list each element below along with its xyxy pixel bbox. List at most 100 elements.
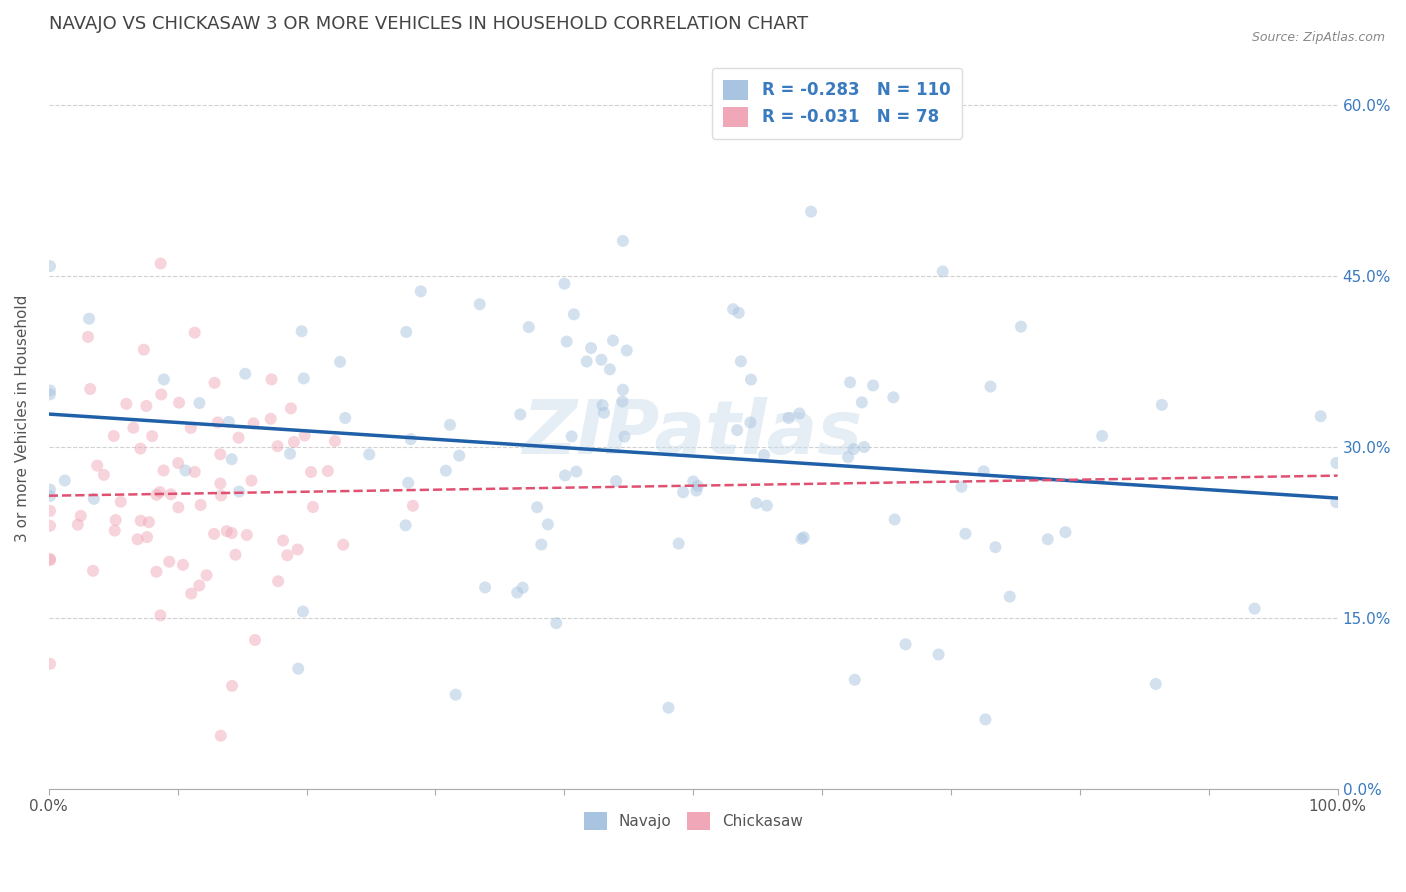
- Point: [605, 474, 627, 488]
- Point: [668, 536, 690, 550]
- Point: [396, 475, 419, 490]
- Point: [800, 204, 823, 219]
- Point: [537, 517, 560, 532]
- Point: [77, 330, 100, 344]
- Point: [160, 487, 183, 501]
- Point: [280, 401, 302, 416]
- Point: [180, 586, 202, 600]
- Point: [592, 398, 614, 412]
- Point: [122, 421, 145, 435]
- Point: [167, 500, 190, 515]
- Point: [546, 616, 568, 631]
- Point: [132, 343, 155, 357]
- Point: [242, 417, 264, 431]
- Point: [613, 429, 636, 443]
- Point: [591, 352, 613, 367]
- Point: [291, 324, 314, 338]
- Point: [1243, 601, 1265, 615]
- Point: [839, 376, 862, 390]
- Point: [145, 565, 167, 579]
- Point: [77, 311, 100, 326]
- Point: [167, 395, 190, 409]
- Point: [316, 464, 339, 478]
- Point: [1150, 398, 1173, 412]
- Point: [474, 581, 496, 595]
- Point: [740, 416, 762, 430]
- Point: [209, 476, 232, 491]
- Point: [602, 334, 624, 348]
- Point: [79, 382, 101, 396]
- Point: [359, 447, 381, 461]
- Point: [998, 590, 1021, 604]
- Point: [562, 307, 585, 321]
- Point: [157, 555, 180, 569]
- Point: [183, 326, 205, 340]
- Point: [672, 485, 695, 500]
- Point: [221, 679, 243, 693]
- Point: [150, 387, 173, 401]
- Point: [149, 485, 172, 500]
- Point: [1144, 677, 1167, 691]
- Point: [984, 540, 1007, 554]
- Point: [575, 354, 598, 368]
- Point: [682, 475, 704, 489]
- Point: [790, 532, 813, 546]
- Point: [323, 434, 346, 448]
- Point: [228, 431, 250, 445]
- Point: [39, 504, 62, 518]
- Point: [188, 396, 211, 410]
- Point: [39, 552, 62, 566]
- Point: [752, 448, 775, 462]
- Point: [233, 367, 256, 381]
- Text: NAVAJO VS CHICKASAW 3 OR MORE VEHICLES IN HOUSEHOLD CORRELATION CHART: NAVAJO VS CHICKASAW 3 OR MORE VEHICLES I…: [49, 15, 808, 33]
- Point: [209, 488, 232, 502]
- Point: [883, 512, 905, 526]
- Point: [228, 484, 250, 499]
- Point: [287, 662, 309, 676]
- Point: [260, 372, 283, 386]
- Point: [53, 474, 76, 488]
- Point: [778, 411, 800, 425]
- Point: [209, 729, 232, 743]
- Point: [616, 343, 638, 358]
- Point: [950, 480, 973, 494]
- Point: [444, 688, 467, 702]
- Point: [394, 518, 416, 533]
- Point: [267, 574, 290, 589]
- Point: [399, 432, 422, 446]
- Point: [554, 468, 576, 483]
- Point: [894, 637, 917, 651]
- Point: [509, 408, 531, 422]
- Point: [39, 489, 62, 503]
- Point: [727, 306, 749, 320]
- Point: [149, 608, 172, 623]
- Point: [127, 533, 149, 547]
- Point: [1324, 495, 1347, 509]
- Point: [224, 548, 246, 562]
- Point: [103, 429, 125, 443]
- Point: [180, 421, 202, 435]
- Point: [409, 285, 432, 299]
- Point: [209, 447, 232, 461]
- Point: [721, 302, 744, 317]
- Point: [39, 259, 62, 273]
- Point: [82, 564, 104, 578]
- Point: [260, 411, 283, 425]
- Point: [271, 533, 294, 548]
- Point: [862, 378, 884, 392]
- Point: [276, 548, 298, 562]
- Point: [138, 515, 160, 529]
- Point: [190, 498, 212, 512]
- Point: [745, 496, 768, 510]
- Point: [215, 524, 238, 538]
- Point: [39, 483, 62, 497]
- Point: [506, 585, 529, 599]
- Point: [129, 442, 152, 456]
- Point: [789, 406, 811, 420]
- Y-axis label: 3 or more Vehicles in Household: 3 or more Vehicles in Household: [15, 294, 30, 542]
- Point: [335, 411, 357, 425]
- Point: [555, 334, 578, 349]
- Point: [955, 526, 977, 541]
- Point: [172, 558, 194, 572]
- Point: [402, 499, 425, 513]
